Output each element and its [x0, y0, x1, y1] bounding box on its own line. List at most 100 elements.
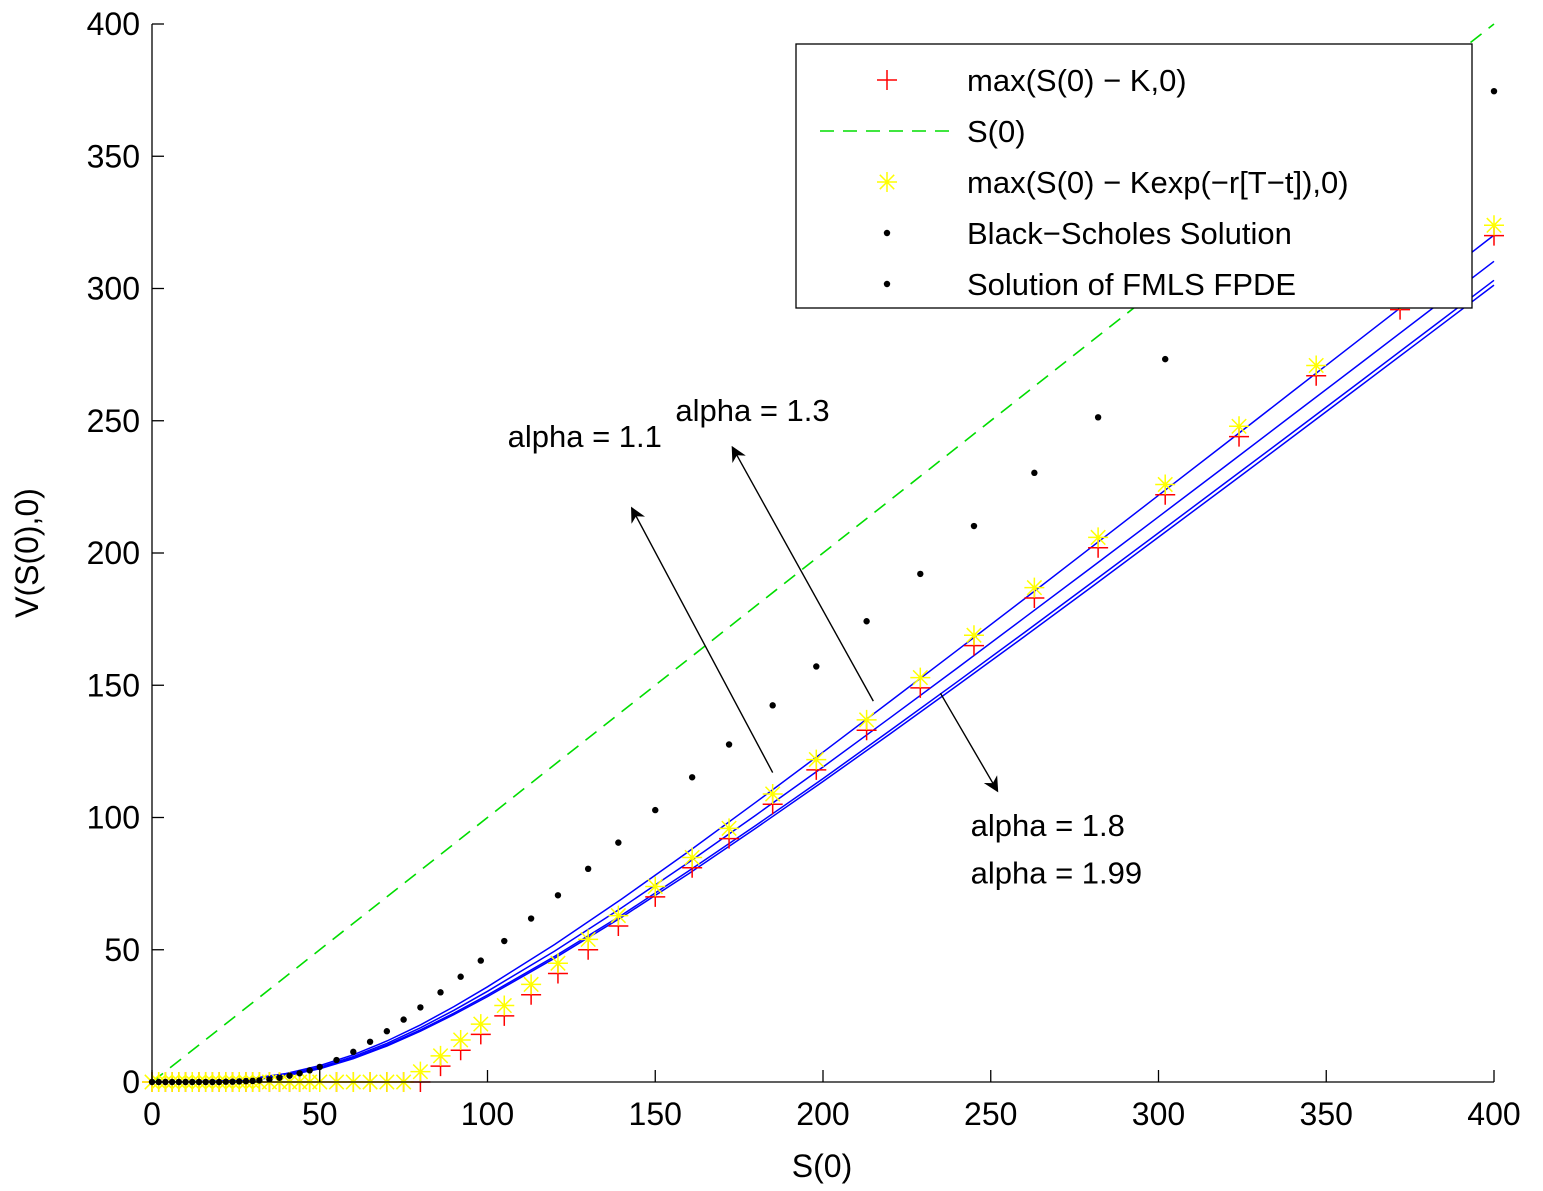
legend-dot-icon — [883, 229, 891, 237]
black-scholes-point — [1094, 414, 1102, 421]
black-scholes-point — [863, 618, 870, 625]
annotation-arrow — [731, 445, 874, 702]
discounted-payoff-star-marker — [682, 847, 703, 868]
black-scholes-point — [1490, 87, 1498, 95]
discounted-payoff-star-marker — [521, 974, 542, 995]
y-tick-label: 0 — [122, 1064, 140, 1100]
y-tick-label: 150 — [87, 667, 140, 703]
discounted-payoff-star-marker — [1155, 474, 1176, 495]
black-scholes-point — [316, 1063, 323, 1071]
y-tick-label: 400 — [87, 6, 140, 42]
black-scholes-point — [527, 915, 535, 922]
black-scholes-point — [249, 1077, 256, 1085]
y-tick-label: 100 — [87, 800, 140, 836]
black-scholes-point — [813, 663, 820, 670]
black-scholes-point — [917, 570, 924, 578]
fmls-curve — [151, 234, 1495, 1083]
legend-dot-icon — [883, 280, 891, 288]
legend-star-icon — [877, 172, 897, 192]
x-tick-label: 150 — [629, 1096, 682, 1132]
x-tick-label: 400 — [1467, 1096, 1520, 1132]
black-scholes-point — [688, 774, 696, 781]
x-tick-label: 100 — [461, 1096, 514, 1132]
black-scholes-point — [437, 989, 444, 996]
black-scholes-point — [477, 957, 484, 964]
fmls-curve — [151, 260, 1495, 1083]
y-tick-label: 250 — [87, 403, 140, 439]
s0-dashed-line — [151, 23, 1495, 1083]
black-scholes-point — [366, 1038, 374, 1045]
discounted-payoff-star-marker — [910, 667, 931, 688]
discounted-payoff-star-marker — [1088, 527, 1109, 548]
black-scholes-point — [584, 865, 592, 873]
black-scholes-point — [276, 1074, 283, 1081]
legend-plus-icon — [877, 70, 897, 90]
black-scholes-point — [1031, 469, 1038, 477]
discounted-payoff-star-marker — [806, 749, 827, 770]
discounted-payoff-star-marker — [645, 876, 666, 897]
discounted-payoff-star-marker — [578, 929, 599, 950]
black-scholes-point — [501, 937, 508, 945]
discounted-payoff-star-marker — [1484, 215, 1504, 236]
x-tick-label: 50 — [302, 1096, 338, 1132]
x-tick-label: 350 — [1300, 1096, 1353, 1132]
x-tick-label: 250 — [964, 1096, 1017, 1132]
x-tick-label: 300 — [1132, 1096, 1185, 1132]
annotation-label: alpha = 1.8 — [971, 808, 1125, 843]
discounted-payoff-star-marker — [494, 995, 515, 1016]
y-tick-label: 50 — [104, 932, 140, 968]
black-scholes-point — [266, 1076, 273, 1083]
legend: max(S(0) − K,0) S(0) max(S(0) − Kexp(−r[T−… — [795, 43, 1473, 309]
legend-label: max(S(0) − Kexp(−r[T−t]),0) — [967, 165, 1349, 200]
legend-label: max(S(0) − K,0) — [967, 63, 1187, 98]
y-tick-label: 200 — [87, 535, 140, 571]
black-scholes-point — [242, 1078, 250, 1085]
discounted-payoff-star-marker — [430, 1045, 451, 1066]
discounted-payoff-star-marker — [547, 953, 568, 974]
black-scholes-point — [256, 1077, 263, 1084]
discounted-payoff-star-marker — [410, 1061, 431, 1082]
black-scholes-point — [1162, 355, 1169, 363]
x-tick-label: 0 — [143, 1096, 161, 1132]
annotation-label: alpha = 1.1 — [508, 419, 662, 454]
y-tick-label: 350 — [87, 138, 140, 174]
black-scholes-point — [554, 892, 562, 899]
annotation-arrow — [939, 692, 999, 793]
x-axis-label: S(0) — [792, 1148, 852, 1184]
black-scholes-point — [615, 839, 622, 846]
black-scholes-point — [350, 1048, 357, 1056]
black-scholes-point — [333, 1056, 340, 1064]
discounted-payoff-star-marker — [856, 709, 877, 730]
y-axis-label: V(S(0),0) — [9, 488, 45, 618]
y-tick-label: 300 — [87, 271, 140, 307]
black-scholes-point — [400, 1016, 407, 1023]
black-scholes-point — [286, 1072, 293, 1079]
legend-label: Solution of FMLS FPDE — [967, 267, 1296, 302]
black-scholes-point — [306, 1067, 313, 1074]
black-scholes-point — [725, 741, 733, 748]
black-scholes-point — [769, 702, 776, 709]
legend-box — [795, 43, 1473, 309]
black-scholes-point — [383, 1028, 391, 1035]
legend-label: S(0) — [967, 114, 1026, 149]
black-scholes-point — [457, 973, 464, 980]
black-scholes-point — [970, 522, 978, 530]
black-scholes-point — [652, 806, 659, 814]
discounted-payoff-star-marker — [1306, 355, 1327, 376]
annotation-label: alpha = 1.3 — [675, 393, 829, 428]
discounted-payoff-star-marker — [1024, 577, 1045, 598]
discounted-payoff-star-marker — [963, 625, 984, 646]
black-scholes-point — [296, 1070, 303, 1077]
legend-label: Black−Scholes Solution — [967, 216, 1292, 251]
discounted-payoff-star-marker — [1229, 416, 1250, 437]
annotation-label: alpha = 1.99 — [971, 856, 1143, 891]
discounted-payoff-star-marker — [470, 1014, 491, 1035]
discounted-payoff-star-marker — [719, 818, 740, 839]
axes: 0 50 100 150 200 250 300 350 400 0 50 100 150 200 250 3… — [87, 6, 1521, 1132]
x-tick-label: 200 — [796, 1096, 849, 1132]
discounted-payoff-star-marker — [608, 905, 629, 926]
discounted-payoff-star-marker — [762, 783, 783, 804]
discounted-payoff-star-marker — [450, 1029, 471, 1050]
black-scholes-point — [417, 1004, 424, 1011]
